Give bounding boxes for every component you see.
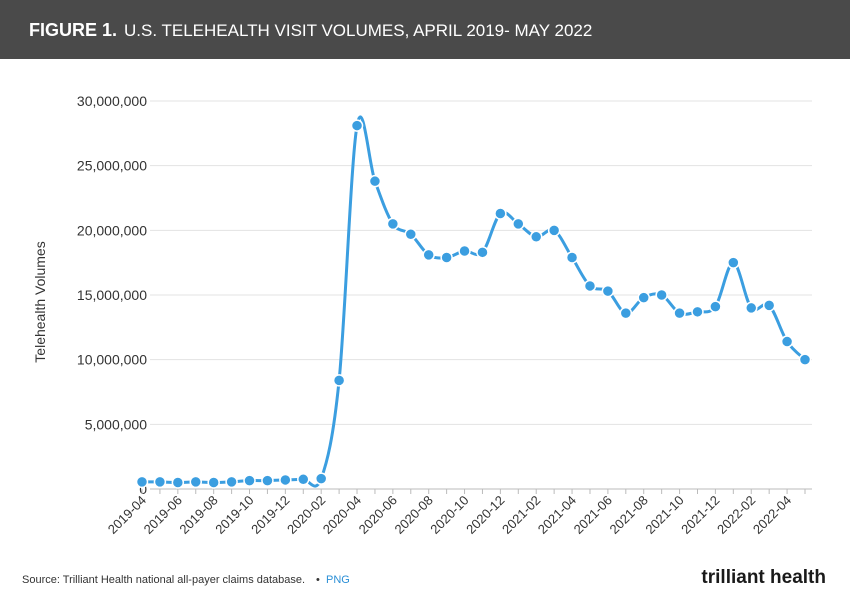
x-tick-label: 2021-10 xyxy=(642,493,686,537)
data-point xyxy=(350,119,364,132)
data-point xyxy=(243,474,256,487)
data-point xyxy=(744,301,758,315)
x-tick-label: 2020-04 xyxy=(320,493,364,537)
download-link[interactable]: PNG xyxy=(326,574,350,586)
data-point xyxy=(476,246,489,259)
y-tick-label: 30,000,000 xyxy=(77,93,147,109)
y-tick-label: 5,000,000 xyxy=(85,416,147,432)
data-point xyxy=(386,217,400,231)
x-tick-label: 2020-12 xyxy=(463,493,507,537)
y-tick-label: 0 xyxy=(139,481,147,497)
x-tick-label: 2022-02 xyxy=(714,493,758,537)
data-point xyxy=(297,473,310,486)
data-point xyxy=(458,244,471,258)
data-point xyxy=(153,475,167,489)
data-point xyxy=(709,300,722,313)
source-note: Source: Trilliant Health national all-pa… xyxy=(22,574,305,586)
x-tick-label: 2021-12 xyxy=(678,493,722,537)
data-point xyxy=(655,288,668,302)
data-point xyxy=(637,291,650,304)
data-point xyxy=(279,473,292,487)
data-point xyxy=(780,335,794,348)
x-tick-label: 2019-06 xyxy=(141,493,185,537)
x-tick-label: 2019-10 xyxy=(212,493,256,537)
data-point xyxy=(798,353,812,366)
x-tick-label: 2020-08 xyxy=(391,493,435,537)
data-point xyxy=(691,305,704,319)
series-line xyxy=(141,115,807,488)
x-tick-label: 2019-08 xyxy=(176,493,220,537)
data-point xyxy=(189,475,203,489)
data-point xyxy=(404,227,418,241)
data-point xyxy=(583,279,597,293)
data-point xyxy=(762,299,776,312)
x-tick-label: 2019-04 xyxy=(105,493,149,537)
separator: • xyxy=(316,574,320,586)
data-point xyxy=(135,475,149,489)
data-point xyxy=(619,306,633,320)
logo: trilliant health xyxy=(701,567,826,588)
x-tick-label: 2021-08 xyxy=(607,493,651,537)
data-point xyxy=(673,306,686,320)
x-tick-label: 2019-12 xyxy=(248,493,292,537)
x-tick-label: 2021-04 xyxy=(535,493,579,537)
x-tick-label: 2020-06 xyxy=(356,493,400,537)
x-tick-label: 2022-04 xyxy=(750,493,794,537)
data-point xyxy=(368,174,382,188)
data-point xyxy=(332,374,346,387)
x-tick-label: 2021-02 xyxy=(499,493,543,537)
data-point xyxy=(207,476,220,489)
data-point xyxy=(261,474,274,487)
data-point xyxy=(422,248,435,262)
data-point xyxy=(440,251,453,264)
figure-label: FIGURE 1. xyxy=(29,20,117,40)
y-axis-label: Telehealth Volumes xyxy=(32,241,48,362)
data-point xyxy=(565,251,579,264)
data-point xyxy=(494,207,507,220)
data-point xyxy=(512,217,525,231)
y-tick-label: 15,000,000 xyxy=(77,287,147,303)
data-point xyxy=(225,475,238,489)
chart-title: U.S. TELEHEALTH VISIT VOLUMES, APRIL 201… xyxy=(124,21,592,40)
data-point xyxy=(601,284,615,298)
x-tick-label: 2020-02 xyxy=(284,493,328,537)
data-point xyxy=(727,256,740,269)
x-tick-label: 2021-06 xyxy=(571,493,615,537)
data-point xyxy=(314,472,328,485)
y-tick-label: 25,000,000 xyxy=(77,158,147,174)
x-tick-label: 2020-10 xyxy=(427,493,471,537)
data-point xyxy=(547,224,561,237)
y-tick-label: 20,000,000 xyxy=(77,222,147,238)
data-point xyxy=(529,230,543,244)
header-bar xyxy=(0,0,850,59)
y-tick-label: 10,000,000 xyxy=(77,352,147,368)
data-point xyxy=(171,476,185,489)
